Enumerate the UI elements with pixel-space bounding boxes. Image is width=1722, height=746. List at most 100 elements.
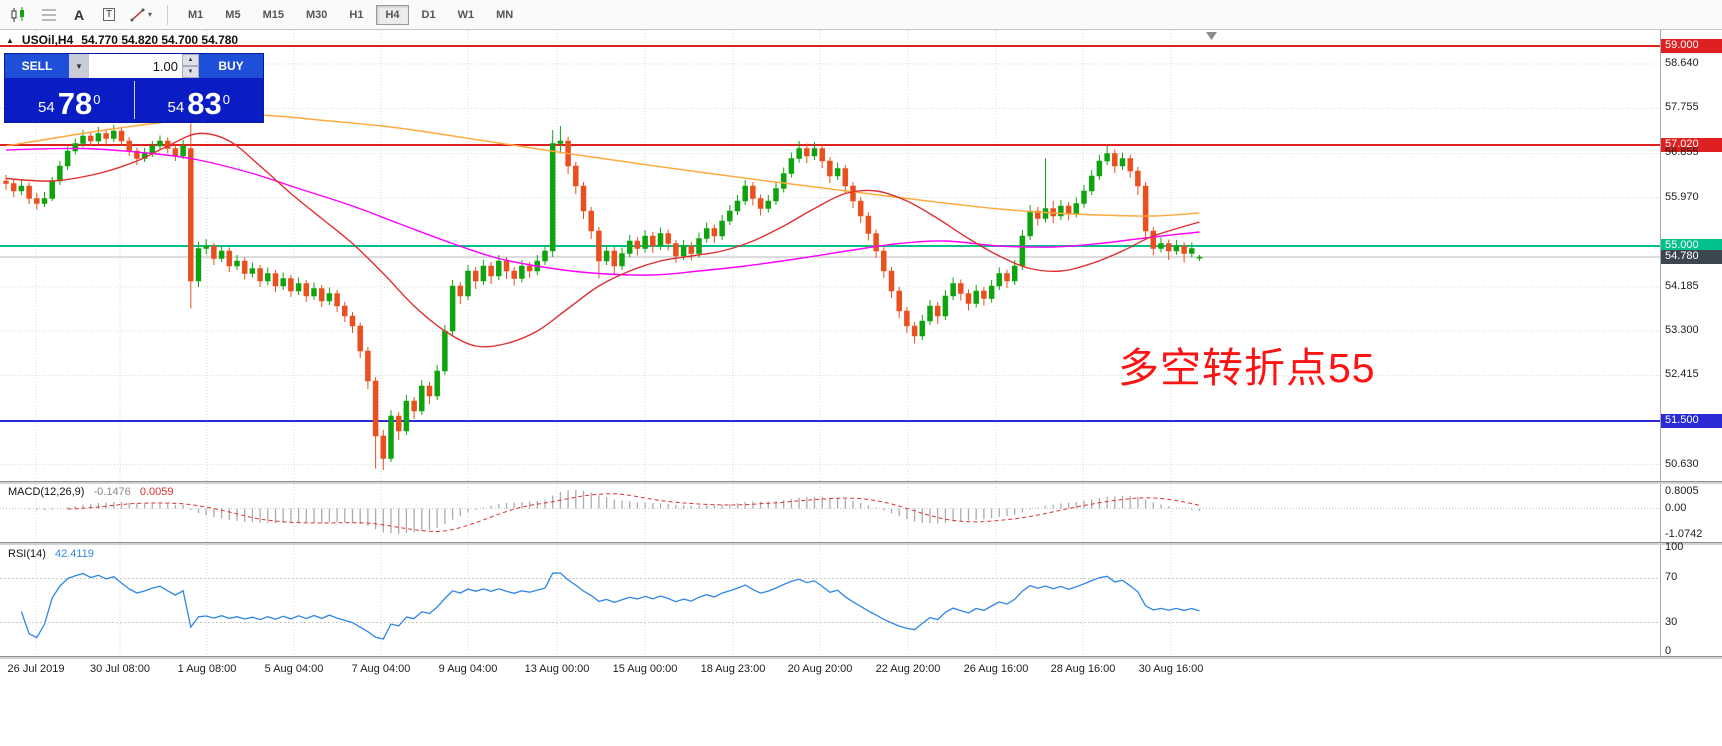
time-axis-label: 5 Aug 04:00 bbox=[264, 663, 324, 675]
axis-scale-label: 56.855 bbox=[1665, 146, 1699, 159]
axis-scale-label: 0.00 bbox=[1665, 501, 1687, 514]
buy-button[interactable]: BUY bbox=[199, 54, 263, 78]
candlestick-glyph bbox=[11, 6, 24, 22]
axis-scale-label: 0.8005 bbox=[1665, 485, 1699, 497]
symbol-title: USOil,H4 bbox=[21, 33, 74, 47]
sell-price-sup: 0 bbox=[93, 92, 101, 107]
time-axis-label: 1 Aug 08:00 bbox=[177, 663, 237, 675]
time-axis-label: 26 Jul 2019 bbox=[7, 663, 65, 675]
time-axis[interactable]: 26 Jul 2019 30 Jul 08:00 1 Aug 08:00 5 Aug … bbox=[0, 658, 1660, 684]
time-axis-label: 15 Aug 00:00 bbox=[612, 663, 678, 675]
timeframe-button-w1[interactable]: W1 bbox=[449, 5, 484, 25]
text-label-icon[interactable]: T bbox=[96, 4, 122, 26]
toolbar-separator bbox=[167, 4, 169, 25]
timeframe-button-mn[interactable]: MN bbox=[487, 5, 522, 25]
candles-layer bbox=[3, 123, 1203, 470]
sell-price-big: 78 bbox=[57, 86, 93, 121]
candlestick-chart-icon[interactable] bbox=[6, 4, 32, 26]
time-axis-label: 9 Aug 04:00 bbox=[438, 663, 498, 675]
timeframe-button-m15[interactable]: M15 bbox=[254, 5, 293, 25]
time-axis-label: 20 Aug 20:00 bbox=[787, 663, 853, 675]
volume-down-button[interactable]: ▼ bbox=[182, 66, 199, 78]
symbol-marker-icon: ▲ bbox=[6, 35, 14, 45]
one-click-trading-panel: SELL ▼ ▲ ▼ BUY 54 78 0 54 83 0 bbox=[4, 53, 264, 123]
axis-scale-label: 55.970 bbox=[1665, 190, 1699, 203]
drawing-tools-glyph bbox=[130, 8, 145, 21]
time-axis-label: 7 Aug 04:00 bbox=[351, 663, 411, 675]
price-axis-border bbox=[1660, 30, 1661, 658]
axis-scale-label: 0 bbox=[1665, 645, 1672, 657]
rsi-indicator-label: RSI(14) 42.4119 bbox=[8, 548, 94, 560]
drawing-tools-icon[interactable]: ▾ bbox=[126, 4, 156, 26]
sell-button[interactable]: SELL bbox=[5, 54, 69, 78]
grid-layer bbox=[0, 30, 1660, 656]
price-axis[interactable]: 59.000 58.640 57.755 57.020 56.855 55.970 55.0… bbox=[1661, 0, 1722, 746]
time-axis-label: 30 Jul 08:00 bbox=[90, 663, 150, 675]
time-axis-label: 13 Aug 00:00 bbox=[524, 663, 590, 675]
toolbar: A T ▾ M1 M5 M15 M30 H1 H4 D1 W1 MN bbox=[0, 0, 1722, 30]
buy-price[interactable]: 54 83 0 bbox=[135, 86, 264, 122]
macd-value: -0.1476 bbox=[93, 486, 131, 498]
time-axis-label: 18 Aug 23:00 bbox=[700, 663, 766, 675]
time-axis-label: 28 Aug 16:00 bbox=[1050, 663, 1116, 675]
rsi-line bbox=[20, 572, 1200, 640]
price-level-badge: 59.000 bbox=[1661, 39, 1722, 53]
font-icon[interactable]: A bbox=[66, 4, 92, 26]
indicator-list-icon[interactable] bbox=[36, 4, 62, 26]
axis-scale-label: 30 bbox=[1665, 615, 1678, 628]
ma-mid-magenta-line bbox=[5, 147, 1200, 276]
pane-divider[interactable] bbox=[0, 481, 1722, 484]
timeframe-button-h1[interactable]: H1 bbox=[340, 5, 372, 25]
indicator-list-glyph bbox=[42, 9, 56, 20]
volume-dropdown-button[interactable]: ▼ bbox=[69, 54, 89, 78]
sell-price[interactable]: 54 78 0 bbox=[5, 86, 134, 122]
volume-stepper: ▲ ▼ bbox=[182, 54, 199, 78]
timeframe-button-m5[interactable]: M5 bbox=[216, 5, 249, 25]
price-level-badge: 55.000 bbox=[1661, 239, 1722, 253]
buy-price-sup: 0 bbox=[222, 92, 230, 107]
timeframe-button-d1[interactable]: D1 bbox=[413, 5, 445, 25]
time-axis-label: 22 Aug 20:00 bbox=[875, 663, 941, 675]
text-label-glyph: T bbox=[102, 8, 116, 21]
price-level-badge: 54.780 bbox=[1661, 250, 1722, 264]
volume-up-button[interactable]: ▲ bbox=[182, 54, 199, 66]
trade-panel-prices: 54 78 0 54 83 0 bbox=[5, 78, 263, 122]
axis-scale-label: 52.415 bbox=[1665, 368, 1699, 381]
volume-input[interactable] bbox=[89, 54, 182, 78]
timeframe-button-m30[interactable]: M30 bbox=[297, 5, 336, 25]
annotation-text[interactable]: 多空转折点55 bbox=[1118, 345, 1376, 391]
macd-signal-value: 0.0059 bbox=[139, 486, 174, 498]
buy-price-small: 54 bbox=[167, 99, 185, 116]
axis-scale-label: 100 bbox=[1665, 541, 1684, 553]
rsi-name: RSI(14) bbox=[8, 548, 46, 560]
symbol-ohlc-line: ▲ USOil,H4 54.770 54.820 54.700 54.780 bbox=[6, 33, 238, 47]
macd-name: MACD(12,26,9) bbox=[8, 486, 85, 498]
sell-price-small: 54 bbox=[38, 99, 55, 116]
chevron-down-icon: ▾ bbox=[148, 10, 153, 19]
ma-fast-red-line bbox=[5, 132, 1200, 348]
timeframe-button-m1[interactable]: M1 bbox=[179, 5, 212, 25]
time-axis-label: 26 Aug 16:00 bbox=[963, 663, 1029, 675]
price-level-badge: 51.500 bbox=[1661, 414, 1722, 428]
macd-layer bbox=[0, 490, 1660, 534]
time-axis-label: 30 Aug 16:00 bbox=[1138, 663, 1204, 675]
axis-scale-label: 53.300 bbox=[1665, 324, 1699, 336]
trade-panel-controls: SELL ▼ ▲ ▼ BUY bbox=[5, 54, 263, 78]
pane-divider[interactable] bbox=[0, 656, 1722, 659]
axis-scale-label: 57.755 bbox=[1665, 101, 1699, 114]
macd-signal-line bbox=[67, 493, 1200, 533]
pane-divider[interactable] bbox=[0, 542, 1722, 545]
rsi-value: 42.4119 bbox=[54, 548, 94, 560]
ohlc-values: 54.770 54.820 54.700 54.780 bbox=[81, 33, 239, 47]
macd-indicator-label: MACD(12,26,9) -0.1476 0.0059 bbox=[8, 486, 174, 498]
price-level-badge: 57.020 bbox=[1661, 138, 1722, 152]
buy-price-big: 83 bbox=[187, 86, 222, 121]
axis-scale-label: 70 bbox=[1665, 571, 1678, 584]
timeframe-button-h4[interactable]: H4 bbox=[376, 4, 409, 25]
rsi-layer bbox=[0, 572, 1660, 640]
axis-scale-label: 54.185 bbox=[1665, 279, 1699, 292]
axis-scale-label: -1.0742 bbox=[1665, 528, 1703, 540]
axis-scale-label: 50.630 bbox=[1665, 457, 1699, 470]
levels-layer bbox=[0, 45, 1660, 422]
